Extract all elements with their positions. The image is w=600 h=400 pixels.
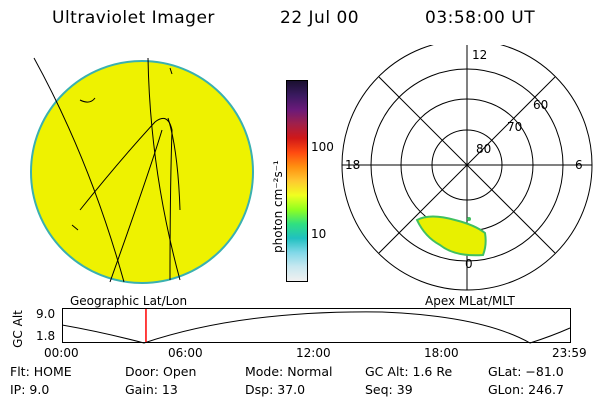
altitude-plot: [62, 308, 571, 344]
geographic-label: Geographic Lat/Lon: [70, 294, 188, 308]
xtick-1800: 18:00: [424, 346, 459, 360]
altitude-ytick-low: 1.8: [36, 329, 56, 343]
aurora-spot: [467, 217, 471, 221]
xtick-0600: 06:00: [168, 346, 203, 360]
image-time: 03:58:00 UT: [425, 8, 536, 28]
info-geo-latitude: GLat: −81.0: [488, 364, 564, 379]
info-dsp: Dsp: 37.0: [245, 382, 306, 397]
colorbar-tick-10: 10: [311, 227, 327, 241]
colorbar-gradient: [287, 81, 307, 281]
image-date: 22 Jul 00: [280, 8, 360, 28]
mlat-label-60: 60: [533, 98, 548, 112]
earth-disk-image: [30, 57, 254, 284]
info-geo-longitude: GLon: 246.7: [488, 382, 564, 397]
colorbar-unit-label: photon cm⁻²s⁻¹: [271, 160, 285, 253]
apex-label: Apex MLat/MLT: [425, 294, 515, 308]
auroral-oval: [415, 215, 487, 257]
xtick-1200: 12:00: [296, 346, 331, 360]
altitude-ylabel: GC Alt: [11, 310, 25, 348]
polar-mlat-mlt-plot: 12 18 6 0 60 70 80: [341, 45, 593, 291]
mlt-label-18: 18: [345, 158, 360, 172]
mlat-label-80: 80: [476, 142, 491, 156]
mlt-label-6: 6: [575, 158, 583, 172]
altitude-plot-frame: [62, 308, 571, 343]
info-gc-altitude: GC Alt: 1.6 Re: [365, 364, 453, 379]
geographic-grid-lines: [33, 57, 181, 283]
altitude-curve: [62, 311, 571, 344]
info-flight: Flt: HOME: [10, 364, 72, 379]
xtick-2359: 23:59: [552, 346, 587, 360]
info-mode: Mode: Normal: [245, 364, 333, 379]
info-gain: Gain: 13: [125, 382, 178, 397]
mlat-label-70: 70: [507, 120, 522, 134]
colorbar-tick-100: 100: [311, 140, 334, 154]
uv-disk: [30, 60, 254, 284]
info-door: Door: Open: [125, 364, 197, 379]
mlt-label-12: 12: [472, 48, 487, 62]
altitude-ytick-high: 9.0: [36, 307, 56, 321]
xtick-0000: 00:00: [44, 346, 79, 360]
info-ip: IP: 9.0: [10, 382, 50, 397]
app-title: Ultraviolet Imager: [52, 8, 215, 28]
mlt-label-0: 0: [465, 257, 473, 271]
info-sequence: Seq: 39: [365, 382, 413, 397]
colorbar: [286, 80, 308, 282]
